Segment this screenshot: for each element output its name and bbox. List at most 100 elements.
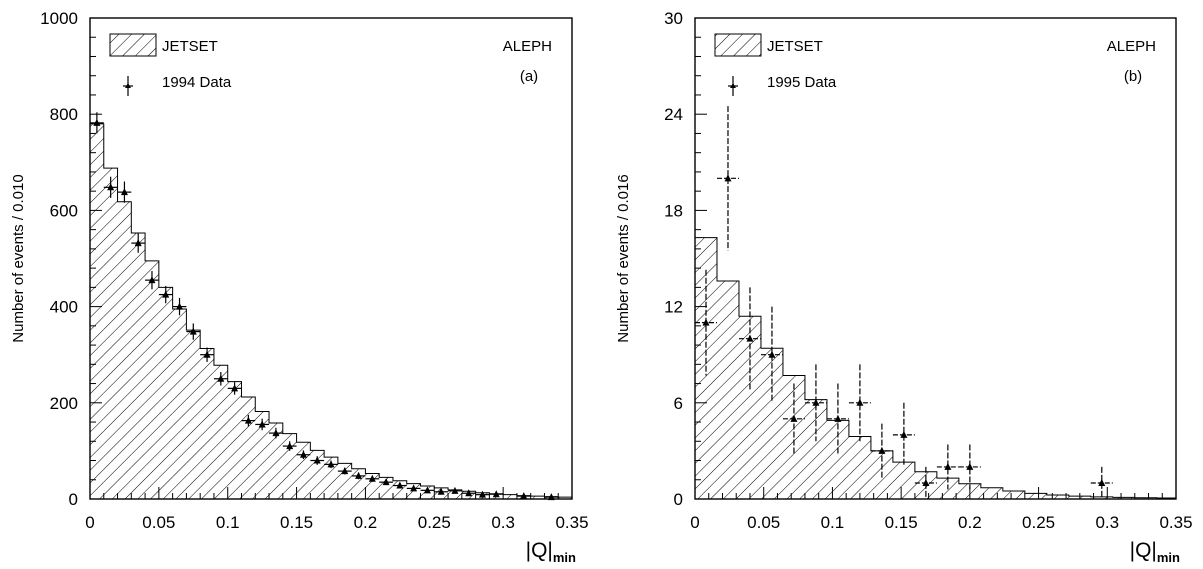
mc-bar: [826, 420, 849, 499]
data-point: [461, 489, 476, 497]
legend-marker-point: [125, 83, 131, 88]
data-points-b: [695, 106, 1113, 499]
data-point: [241, 414, 256, 427]
mc-bar: [848, 436, 871, 499]
mc-bar: [158, 287, 173, 499]
x-tick-label: 0.3: [1095, 513, 1119, 532]
data-marker: [134, 239, 142, 247]
data-marker: [944, 462, 952, 470]
mc-bar: [892, 462, 915, 499]
data-marker: [244, 416, 252, 424]
data-marker: [327, 460, 335, 468]
experiment-label-b: ALEPH: [1107, 38, 1156, 55]
data-marker: [520, 492, 528, 500]
mc-bar: [200, 348, 214, 499]
data-point: [296, 450, 311, 460]
plot-frame-b: [694, 17, 1177, 500]
legend-label-jetset-b: JETSET: [767, 38, 823, 55]
data-marker: [258, 420, 266, 428]
data-point: [186, 323, 201, 340]
data-point: [324, 460, 338, 469]
mc-bar: [738, 316, 761, 499]
data-point: [365, 474, 380, 482]
panel-b: 0 0.05 0.1 0.15 0.2 0.25 0.3 0.35 0 6 12 18 24 30 Nu…: [615, 9, 1193, 565]
legend-marker-data-a: [123, 76, 133, 96]
data-marker: [437, 487, 445, 495]
data-marker: [878, 446, 886, 454]
data-marker: [465, 489, 473, 497]
data-point: [870, 423, 893, 479]
mc-bar: [296, 442, 311, 499]
mc-bar: [131, 233, 146, 499]
data-marker: [203, 350, 211, 358]
mc-bar: [558, 497, 572, 499]
data-marker: [423, 486, 431, 494]
data-point: [90, 112, 104, 134]
mc-bar: [1024, 493, 1047, 499]
x-tick-label: 0.3: [491, 513, 515, 532]
data-point: [117, 181, 132, 203]
data-marker: [900, 430, 908, 438]
legend-swatch-jetset-a: [109, 33, 157, 57]
data-marker: [299, 450, 307, 458]
x-tick-label: 0.35: [555, 513, 588, 532]
x-axis-a: 0 0.05 0.1 0.15 0.2 0.25 0.3 0.35: [85, 487, 589, 532]
data-point: [351, 471, 366, 480]
data-point: [892, 402, 915, 467]
data-marker: [286, 442, 294, 450]
data-point: [489, 490, 504, 498]
data-point: [936, 444, 959, 490]
x-tick-label: 0.2: [958, 513, 982, 532]
legend-label-data-b: 1995 Data: [767, 74, 837, 91]
panel-label-a: (a): [520, 68, 538, 85]
mc-bar: [186, 330, 201, 499]
mc-bar: [1090, 496, 1113, 499]
data-point: [760, 306, 783, 403]
data-marker: [790, 414, 798, 422]
data-point: [227, 382, 242, 395]
plot-frame-a: [89, 17, 573, 500]
legend-marker-point: [730, 83, 736, 88]
data-point: [958, 444, 981, 490]
data-point: [310, 456, 325, 465]
mc-bar: [1002, 490, 1025, 499]
data-point: [448, 486, 462, 494]
mc-bar: [716, 280, 739, 499]
x-axis-b: 0 0.05 0.1 0.15 0.2 0.25 0.3 0.35: [690, 487, 1193, 532]
panel-label-b: (b): [1124, 68, 1142, 85]
y-tick-label: 200: [50, 394, 78, 413]
data-point: [738, 287, 761, 390]
mc-bar: [337, 463, 352, 499]
data-point: [200, 347, 214, 362]
mc-bar: [227, 381, 242, 499]
data-point: [379, 478, 393, 486]
data-marker: [451, 486, 459, 494]
mc-bar: [980, 487, 1003, 499]
x-axis-label-b: |Q|min: [1130, 539, 1180, 565]
y-tick-label: 30: [664, 9, 683, 28]
mc-bar: [324, 457, 338, 499]
data-point: [131, 233, 146, 253]
data-marker: [189, 327, 197, 335]
data-marker: [272, 429, 280, 437]
data-marker: [148, 276, 156, 284]
data-marker: [176, 302, 184, 310]
data-point: [337, 467, 352, 475]
data-point: [158, 285, 173, 304]
legend-swatch-jetset-b: [714, 33, 762, 57]
mc-bar: [379, 477, 393, 499]
y-tick-label: 6: [674, 394, 683, 413]
data-marker: [231, 384, 239, 392]
mc-bar: [503, 494, 517, 499]
y-tick-label: 0: [674, 490, 683, 509]
data-marker: [313, 456, 321, 464]
legend-a: JETSET 1994 Data: [109, 33, 232, 96]
legend-label-jetset-a: JETSET: [162, 38, 218, 55]
data-marker: [478, 490, 486, 498]
data-marker: [162, 290, 170, 298]
legend-b: JETSET 1995 Data: [714, 33, 837, 96]
x-axis-label-a: |Q|min: [526, 539, 576, 565]
mc-bar: [282, 433, 297, 499]
mc-bar: [310, 450, 325, 499]
